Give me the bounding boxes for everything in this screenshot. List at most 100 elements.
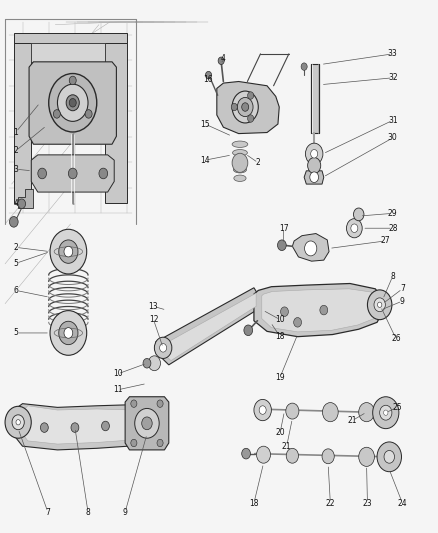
Text: 3: 3 [14, 165, 18, 174]
Circle shape [12, 415, 24, 430]
Circle shape [159, 344, 166, 352]
Text: 15: 15 [200, 119, 210, 128]
Circle shape [286, 448, 298, 463]
Circle shape [143, 359, 151, 368]
Circle shape [247, 92, 254, 99]
Ellipse shape [233, 166, 247, 173]
Text: 23: 23 [363, 498, 372, 507]
Polygon shape [106, 43, 127, 203]
Ellipse shape [233, 158, 247, 165]
Polygon shape [161, 293, 256, 361]
Circle shape [322, 449, 334, 464]
Circle shape [38, 168, 46, 179]
Text: 9: 9 [400, 296, 405, 305]
Text: 4: 4 [221, 54, 226, 62]
Text: 10: 10 [113, 369, 123, 378]
Circle shape [10, 216, 18, 227]
Text: 24: 24 [398, 498, 407, 507]
Polygon shape [262, 289, 377, 332]
Polygon shape [125, 397, 169, 450]
Text: 8: 8 [86, 507, 90, 516]
Text: 2: 2 [14, 146, 18, 155]
Text: 18: 18 [249, 498, 259, 507]
Circle shape [378, 302, 382, 308]
Circle shape [244, 325, 253, 336]
Text: 8: 8 [390, 272, 395, 280]
Circle shape [242, 103, 249, 111]
Text: 16: 16 [203, 75, 213, 84]
Text: 21: 21 [347, 416, 357, 425]
Ellipse shape [232, 141, 248, 148]
Text: 18: 18 [276, 332, 285, 341]
Text: 22: 22 [325, 498, 335, 507]
Circle shape [50, 229, 87, 274]
Circle shape [367, 290, 392, 320]
Polygon shape [304, 171, 324, 184]
Circle shape [102, 421, 110, 431]
Ellipse shape [233, 150, 247, 156]
Polygon shape [21, 406, 154, 444]
Circle shape [157, 439, 163, 447]
Circle shape [257, 446, 271, 463]
Text: 17: 17 [279, 224, 289, 233]
Polygon shape [29, 62, 117, 144]
Circle shape [99, 168, 108, 179]
Polygon shape [254, 284, 383, 337]
Circle shape [218, 57, 224, 64]
Circle shape [384, 450, 395, 463]
Text: 12: 12 [149, 315, 158, 324]
Circle shape [242, 448, 251, 459]
Circle shape [293, 318, 301, 327]
Circle shape [57, 84, 88, 122]
Circle shape [254, 399, 272, 421]
Text: 27: 27 [380, 237, 390, 246]
Circle shape [154, 337, 172, 359]
Polygon shape [13, 403, 162, 450]
Circle shape [157, 400, 163, 407]
Circle shape [322, 402, 338, 422]
Text: 25: 25 [392, 403, 402, 412]
Circle shape [374, 298, 385, 312]
Polygon shape [155, 288, 261, 365]
Circle shape [307, 158, 321, 173]
Circle shape [49, 74, 97, 132]
Circle shape [64, 246, 73, 257]
Circle shape [247, 115, 254, 122]
Text: 6: 6 [14, 286, 18, 295]
Ellipse shape [234, 175, 246, 181]
Circle shape [351, 224, 358, 232]
Circle shape [301, 63, 307, 70]
Text: 21: 21 [282, 442, 291, 451]
Text: 2: 2 [256, 158, 261, 167]
Text: 4: 4 [14, 199, 18, 208]
Text: 5: 5 [14, 259, 18, 268]
Text: 28: 28 [388, 224, 398, 233]
Text: 30: 30 [388, 133, 398, 142]
Circle shape [68, 168, 77, 179]
Text: 10: 10 [276, 315, 285, 324]
Polygon shape [217, 82, 279, 134]
Circle shape [373, 397, 399, 429]
Circle shape [69, 76, 76, 85]
Circle shape [16, 419, 20, 425]
Circle shape [384, 410, 388, 415]
Circle shape [232, 91, 258, 123]
Circle shape [231, 103, 237, 111]
Circle shape [85, 110, 92, 118]
Circle shape [131, 400, 137, 407]
Circle shape [59, 321, 78, 345]
Circle shape [135, 408, 159, 438]
Circle shape [205, 71, 212, 79]
Text: 20: 20 [276, 428, 285, 437]
Text: 7: 7 [46, 507, 50, 516]
Circle shape [311, 150, 318, 158]
Circle shape [64, 328, 73, 338]
Circle shape [142, 417, 152, 430]
Circle shape [259, 406, 266, 414]
Text: 7: 7 [400, 284, 405, 293]
Text: 14: 14 [200, 156, 210, 165]
Polygon shape [311, 64, 319, 133]
Polygon shape [31, 155, 114, 192]
Circle shape [281, 307, 288, 317]
Circle shape [237, 98, 253, 117]
